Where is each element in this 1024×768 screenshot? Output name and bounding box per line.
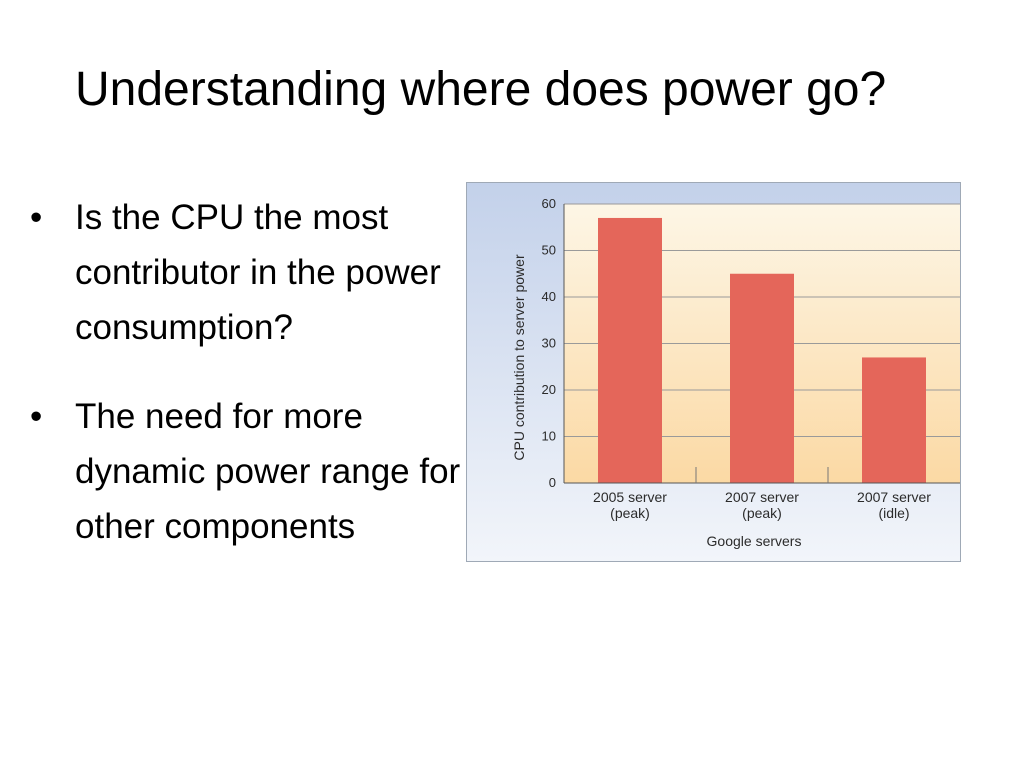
slide-title: Understanding where does power go? <box>75 63 887 116</box>
bullet-text: The need for more dynamic power range fo… <box>75 397 461 546</box>
bullet-marker: • <box>30 198 43 237</box>
bullet-item: • Is the CPU the most contributor in the… <box>30 190 470 355</box>
y-tick-label: 50 <box>542 243 556 258</box>
x-category-label: 2007 server <box>725 489 799 505</box>
bar <box>862 357 926 483</box>
y-tick-label: 0 <box>549 475 556 490</box>
y-axis-label: CPU contribution to server power <box>511 254 527 461</box>
y-tick-label: 20 <box>542 382 556 397</box>
bar <box>730 273 794 483</box>
x-category-label: 2007 server <box>857 489 931 505</box>
bullet-text: Is the CPU the most contributor in the p… <box>75 198 441 347</box>
x-category-label: (peak) <box>742 505 782 521</box>
bullet-item: • The need for more dynamic power range … <box>30 389 470 554</box>
bullet-list: • Is the CPU the most contributor in the… <box>30 190 470 554</box>
x-category-label: (peak) <box>610 505 650 521</box>
x-category-label: 2005 server <box>593 489 667 505</box>
y-tick-label: 60 <box>542 196 556 211</box>
x-category-label: (idle) <box>878 505 909 521</box>
bars <box>598 217 926 483</box>
y-tick-label: 30 <box>542 336 556 351</box>
x-axis-label: Google servers <box>707 533 802 549</box>
y-tick-label: 40 <box>542 289 556 304</box>
bullet-marker: • <box>30 397 43 436</box>
y-tick-label: 10 <box>542 429 556 444</box>
chart-figure: 0 10 20 30 40 50 60 2005 server (peak) 2007 serve… <box>466 182 961 562</box>
bar <box>598 217 662 483</box>
